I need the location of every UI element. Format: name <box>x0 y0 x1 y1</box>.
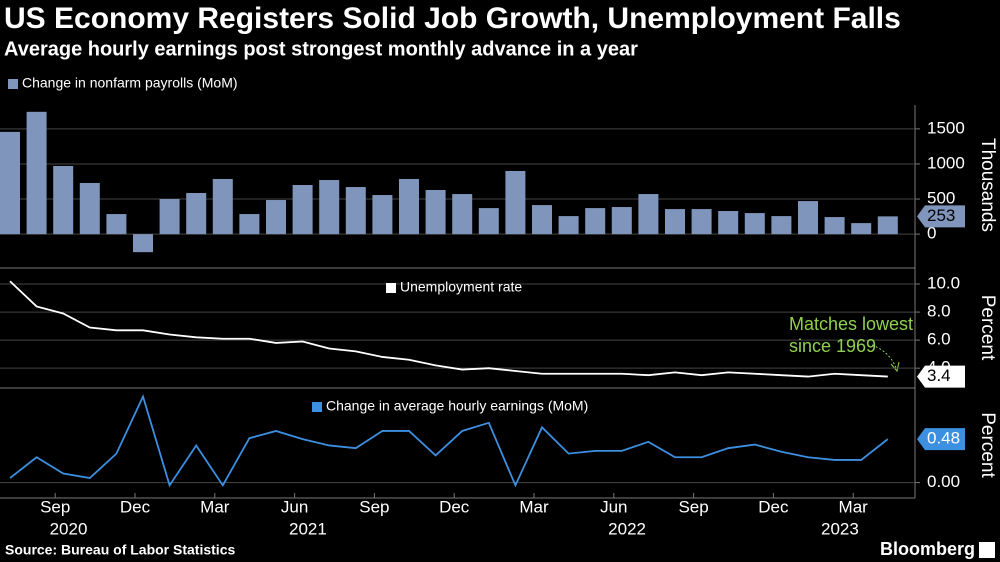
line <box>9 280 888 378</box>
annotation-arrow <box>871 344 897 369</box>
bar <box>691 209 712 235</box>
bar <box>266 200 286 235</box>
brand-icon <box>979 542 995 558</box>
annotation-arrowhead <box>890 361 900 373</box>
x-year-label: 2021 <box>289 519 327 538</box>
bar <box>558 216 579 235</box>
bar <box>159 199 180 235</box>
y-tick-label: 6.0 <box>927 330 951 349</box>
bar <box>345 187 366 235</box>
legend-swatch <box>312 402 322 412</box>
bar <box>452 194 473 235</box>
bar <box>585 208 606 235</box>
y-tick-label: 8.0 <box>927 302 951 321</box>
bar <box>665 209 685 235</box>
x-tick-label: Sep <box>40 497 70 516</box>
bar <box>824 217 845 235</box>
bar <box>744 213 765 235</box>
bar <box>239 214 260 235</box>
x-tick-label: Mar <box>200 497 230 516</box>
legend-label: Change in average hourly earnings (MoM) <box>326 398 588 414</box>
bar <box>718 211 739 235</box>
bar <box>399 178 419 235</box>
y-tick-label: 10.0 <box>927 274 960 293</box>
x-tick-label: Mar <box>839 497 869 516</box>
bar <box>186 193 207 235</box>
x-tick-label: Dec <box>439 497 470 516</box>
bar <box>292 185 313 235</box>
value-badge <box>917 365 965 388</box>
x-tick-label: Sep <box>359 497 389 516</box>
bar <box>505 170 526 235</box>
x-tick-label: Sep <box>678 497 708 516</box>
y-tick-label: 1000 <box>927 153 965 172</box>
x-tick-label: Jun <box>281 497 308 516</box>
y-tick-label: 1500 <box>927 118 965 137</box>
bar <box>425 189 446 235</box>
bar <box>798 201 818 235</box>
bar <box>79 182 100 235</box>
y-axis-title: Percent <box>977 412 998 478</box>
x-tick-label: Dec <box>120 497 151 516</box>
bar <box>478 208 499 235</box>
value-badge-label: 0.48 <box>927 429 960 448</box>
value-badge-label: 253 <box>927 206 955 225</box>
x-tick-label: Jun <box>600 497 627 516</box>
legend-swatch <box>386 283 396 293</box>
annotation: since 1969 <box>789 336 876 356</box>
bar <box>372 195 393 235</box>
bar <box>53 165 74 235</box>
bar <box>877 216 898 235</box>
x-tick-label: Dec <box>758 497 789 516</box>
bar <box>319 180 340 235</box>
annotation: Matches lowest <box>789 314 913 334</box>
y-tick-label: 0 <box>927 224 936 243</box>
y-tick-label: 0.00 <box>927 472 960 491</box>
bar <box>611 207 632 235</box>
value-badge-label: 3.4 <box>927 366 951 385</box>
source: Source: Bureau of Labor Statistics <box>5 542 235 558</box>
bar <box>106 214 127 235</box>
bar <box>26 111 47 235</box>
bar <box>532 205 552 235</box>
value-badge <box>917 205 965 228</box>
chart-title: US Economy Registers Solid Job Growth, U… <box>4 2 901 35</box>
x-year-label: 2020 <box>50 519 88 538</box>
bar <box>133 234 153 253</box>
x-tick-label: Mar <box>519 497 549 516</box>
bar <box>771 216 792 235</box>
bar <box>0 131 20 235</box>
line <box>9 394 889 488</box>
legend-label: Unemployment rate <box>400 279 522 295</box>
legend-swatch <box>8 79 18 89</box>
value-badge <box>917 428 965 451</box>
y-tick-label: 500 <box>927 189 955 208</box>
chart-subtitle: Average hourly earnings post strongest m… <box>4 38 638 60</box>
x-year-label: 2022 <box>608 519 646 538</box>
bar <box>638 194 659 235</box>
legend-label: Change in nonfarm payrolls (MoM) <box>22 75 238 91</box>
brand: Bloomberg <box>880 539 975 559</box>
bar <box>851 223 872 235</box>
y-axis-title: Percent <box>977 295 998 361</box>
bar <box>212 178 233 235</box>
x-year-label: 2023 <box>821 519 859 538</box>
y-axis-title: Thousands <box>977 138 998 232</box>
